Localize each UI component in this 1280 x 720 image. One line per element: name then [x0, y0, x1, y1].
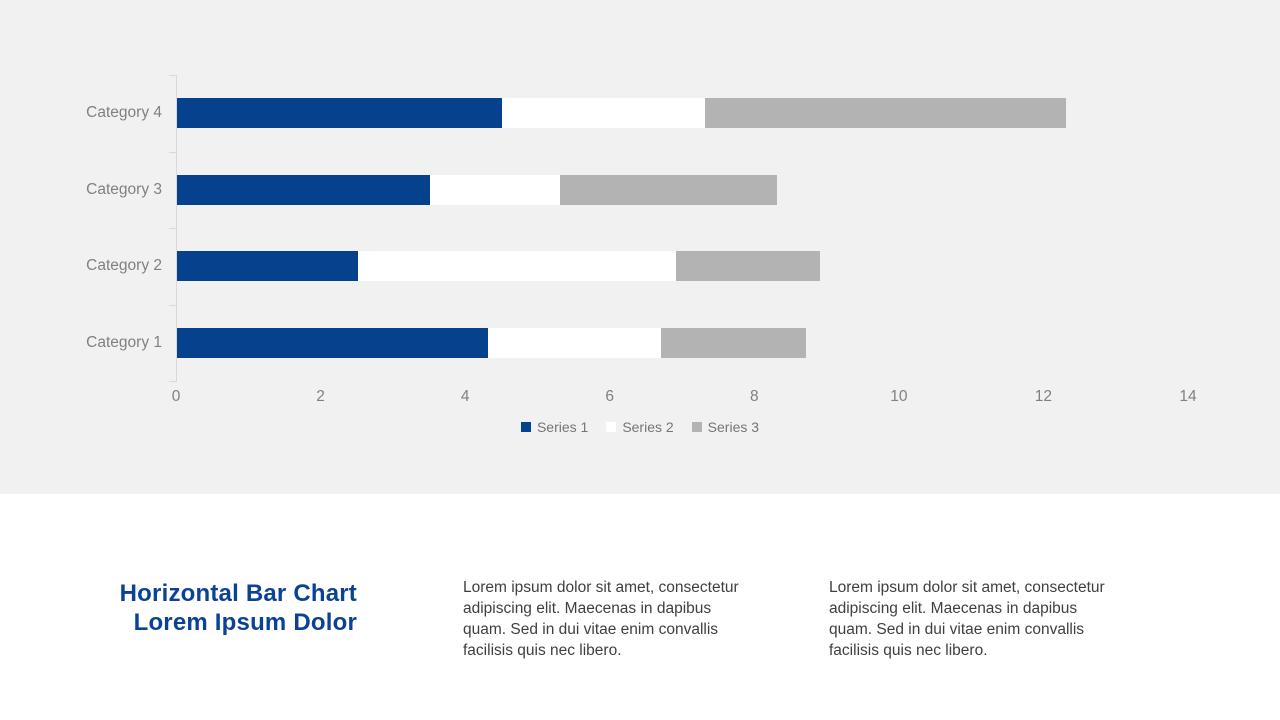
chart-row: Category 4 — [86, 75, 1189, 152]
stacked-bar — [177, 251, 1189, 282]
legend-swatch-series-2 — [606, 422, 617, 432]
chart-row: Category 1 — [86, 305, 1189, 382]
bar-segment-series-1 — [177, 327, 488, 358]
slide-title-line: Lorem Ipsum Dolor — [133, 609, 357, 636]
category-label: Category 1 — [86, 333, 162, 351]
plot-area: Category 4 Category 3 Category 2 Category 1 — [86, 75, 1189, 382]
bar-segment-series-3 — [560, 174, 777, 205]
bar-segment-series-1 — [177, 174, 430, 205]
category-axis-tickmark — [169, 304, 177, 306]
body-paragraph: Lorem ipsum dolor sit amet, consectetur … — [829, 577, 1141, 661]
legend-item: Series 3 — [691, 419, 760, 435]
bar-segment-series-3 — [675, 251, 821, 282]
stacked-bar — [177, 327, 1189, 358]
legend-swatch-series-1 — [520, 422, 531, 432]
legend-item: Series 1 — [520, 419, 589, 435]
legend-swatch-series-3 — [691, 422, 702, 432]
body-paragraph: Lorem ipsum dolor sit amet, consectetur … — [463, 577, 775, 661]
x-axis-tick-label: 0 — [171, 388, 181, 405]
bar-segment-series-3 — [704, 98, 1067, 129]
category-label: Category 2 — [86, 257, 162, 275]
stacked-bar — [177, 98, 1189, 129]
legend-item: Series 2 — [606, 419, 674, 435]
chart-section: Category 4 Category 3 Category 2 Category 1… — [0, 0, 1280, 494]
category-label: Category 4 — [86, 104, 162, 122]
category-axis-tickmark — [169, 381, 177, 382]
stacked-bar — [177, 174, 1189, 205]
body-text-line: adipiscing elit. Maecenas in dapibus — [829, 600, 1078, 617]
body-text-line: quam. Sed in dui vitae enim convallis — [463, 621, 719, 638]
chart-row: Category 3 — [86, 152, 1189, 229]
x-axis-tick-label: 8 — [749, 388, 759, 405]
body-text-line: facilisis quis nec libero. — [829, 642, 988, 659]
x-axis-tick-label: 10 — [890, 388, 908, 405]
body-text-line: Lorem ipsum dolor sit amet, consectetur — [829, 579, 1105, 596]
x-axis-tick-label: 6 — [605, 388, 615, 405]
body-text-line: facilisis quis nec libero. — [463, 642, 622, 659]
slide-title: Horizontal Bar Chart Lorem Ipsum Dolor — [57, 579, 357, 637]
legend-label: Series 1 — [536, 419, 589, 435]
bar-segment-series-2 — [430, 174, 561, 205]
body-text-line: Lorem ipsum dolor sit amet, consectetur — [463, 579, 739, 596]
bar-segment-series-2 — [502, 98, 705, 129]
chart-row: Category 2 — [86, 228, 1189, 305]
x-axis-tick-label: 2 — [316, 388, 325, 405]
body-text-line: quam. Sed in dui vitae enim convallis — [829, 621, 1085, 638]
x-axis-tick-label: 14 — [1179, 388, 1197, 405]
slide-title-line: Horizontal Bar Chart — [119, 580, 357, 607]
legend-label: Series 2 — [622, 419, 674, 435]
plot-rows: Category 4 Category 3 Category 2 Category 1 — [86, 75, 1189, 382]
bar-segment-series-2 — [357, 251, 676, 282]
x-axis-tick-label: 4 — [460, 388, 470, 405]
bar-segment-series-1 — [177, 251, 358, 282]
category-label: Category 3 — [86, 180, 162, 198]
category-axis-tickmark — [169, 75, 177, 76]
bar-segment-series-2 — [487, 327, 662, 358]
x-axis-tick-label: 12 — [1034, 388, 1053, 405]
bar-segment-series-1 — [177, 98, 503, 129]
category-axis-tickmark — [169, 151, 177, 153]
bar-segment-series-3 — [661, 327, 806, 358]
chart-legend: Series 1 Series 2 Series 3 — [0, 419, 1280, 435]
x-axis-labels: 0 2 4 6 8 10 12 14 — [172, 388, 1197, 408]
body-text-line: adipiscing elit. Maecenas in dapibus — [463, 600, 712, 617]
legend-label: Series 3 — [707, 419, 760, 435]
category-axis-tickmark — [169, 228, 177, 229]
